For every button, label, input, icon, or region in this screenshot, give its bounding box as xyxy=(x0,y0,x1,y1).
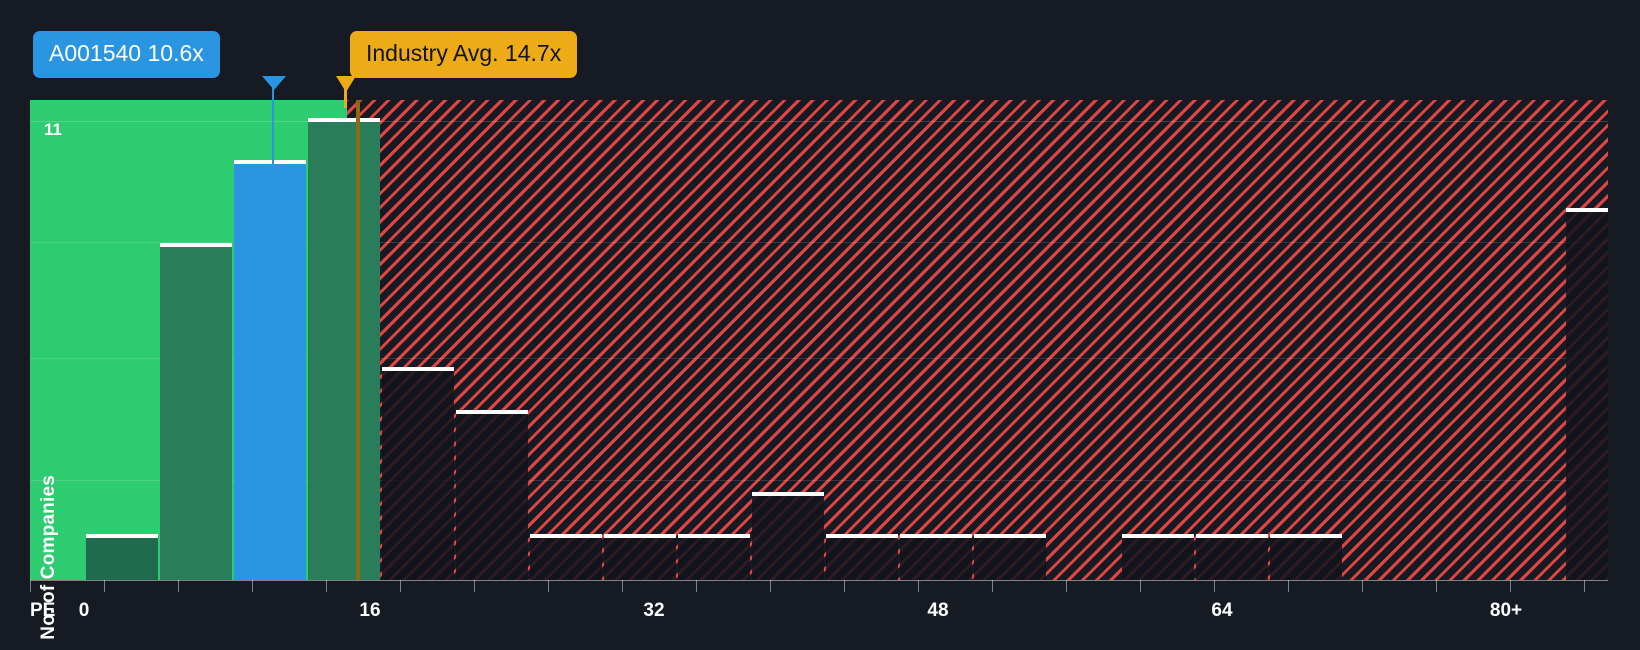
bar-bin-4[interactable] xyxy=(382,367,454,580)
industry-callout-tail xyxy=(336,76,356,92)
x-tick-label-80: 80+ xyxy=(1489,600,1523,621)
bar-bin-20[interactable] xyxy=(1566,208,1608,580)
bar-bin-0[interactable] xyxy=(86,534,158,580)
bar-bin-1[interactable] xyxy=(160,243,232,580)
bar-bin-14[interactable] xyxy=(1122,534,1194,580)
gridline-2 xyxy=(30,480,1608,481)
x-tick xyxy=(104,580,105,592)
x-tick xyxy=(1140,580,1141,592)
company-callout-label: A001540 10.6x xyxy=(49,40,204,66)
plot-area xyxy=(30,100,1608,580)
x-tick xyxy=(1510,580,1511,592)
x-tick xyxy=(178,580,179,592)
bar-bin-8[interactable] xyxy=(678,534,750,580)
bar-bin-2-highlighted[interactable] xyxy=(234,160,306,580)
x-tick xyxy=(918,580,919,592)
bar-bin-11[interactable] xyxy=(900,534,972,580)
company-callout-leader-line xyxy=(272,78,274,170)
x-tick xyxy=(696,580,697,592)
overvalued-zone xyxy=(347,100,1608,580)
x-tick-label-0: 0 xyxy=(78,600,90,621)
x-tick xyxy=(252,580,253,592)
x-tick xyxy=(474,580,475,592)
bar-bin-9[interactable] xyxy=(752,492,824,580)
x-tick-label-16: 16 xyxy=(359,600,381,621)
y-axis-max-label: 11 xyxy=(44,120,62,139)
gridline-11 xyxy=(30,121,1608,122)
industry-callout-label: Industry Avg. 14.7x xyxy=(366,40,562,66)
bar-bin-16[interactable] xyxy=(1270,534,1342,580)
x-axis-prefix-label: PE xyxy=(30,600,56,621)
x-tick xyxy=(770,580,771,592)
x-tick xyxy=(326,580,327,592)
gridline-8 xyxy=(30,242,1608,243)
x-tick xyxy=(30,580,31,592)
x-tick-label-48: 48 xyxy=(927,600,949,621)
x-axis-line xyxy=(30,580,1608,581)
x-tick xyxy=(1362,580,1363,592)
company-callout-tail xyxy=(262,76,286,90)
x-tick-label-32: 32 xyxy=(643,600,665,621)
gridline-5 xyxy=(30,358,1608,359)
x-tick xyxy=(1584,580,1585,592)
bar-bin-7[interactable] xyxy=(604,534,676,580)
x-tick xyxy=(1214,580,1215,592)
company-callout[interactable]: A001540 10.6x xyxy=(33,31,220,78)
bar-bin-10[interactable] xyxy=(826,534,898,580)
bar-bin-5[interactable] xyxy=(456,410,528,580)
industry-average-line xyxy=(356,100,360,580)
bar-bin-15[interactable] xyxy=(1196,534,1268,580)
x-tick xyxy=(622,580,623,592)
industry-callout-leader-line xyxy=(344,78,347,108)
x-tick xyxy=(1066,580,1067,592)
bar-bin-12[interactable] xyxy=(974,534,1046,580)
bar-bin-6[interactable] xyxy=(530,534,602,580)
x-tick xyxy=(1288,580,1289,592)
bar-bin-3[interactable] xyxy=(308,118,380,580)
x-tick xyxy=(992,580,993,592)
industry-callout[interactable]: Industry Avg. 14.7x xyxy=(350,31,578,78)
x-tick xyxy=(400,580,401,592)
x-tick-label-64: 64 xyxy=(1211,600,1233,621)
x-tick xyxy=(844,580,845,592)
x-tick xyxy=(548,580,549,592)
x-tick xyxy=(1436,580,1437,592)
